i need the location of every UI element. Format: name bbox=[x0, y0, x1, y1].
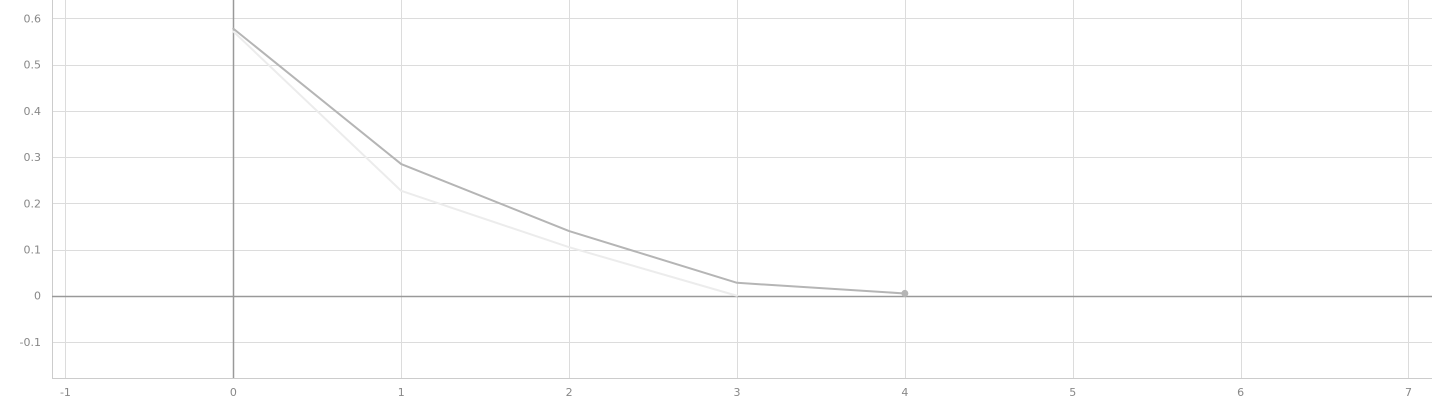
tick-labels: -1 0 1 2 3 4 5 6 7 0.6 0.5 0.4 0.3 0.2 0.1 0 -0.1 bbox=[20, 12, 1412, 399]
series-lines bbox=[232, 27, 909, 297]
x-tick-label: 1 bbox=[398, 386, 405, 399]
x-tick-label: 5 bbox=[1069, 386, 1076, 399]
x-tick-label: 2 bbox=[566, 386, 573, 399]
y-tick-label: 0.3 bbox=[24, 151, 42, 164]
x-tick-label: 7 bbox=[1405, 386, 1412, 399]
y-tick-label: 0.5 bbox=[24, 59, 42, 72]
y-tick-label: -0.1 bbox=[20, 336, 41, 349]
series-line-2 bbox=[232, 30, 738, 297]
x-tick-label: 0 bbox=[230, 386, 237, 399]
x-tick-label: 4 bbox=[901, 386, 908, 399]
y-tick-label: 0.4 bbox=[24, 105, 42, 118]
x-tick-label: 3 bbox=[733, 386, 740, 399]
y-tick-label: 0.2 bbox=[24, 197, 42, 210]
y-tick-label: 0 bbox=[34, 290, 41, 303]
grid-lines bbox=[52, 0, 1432, 378]
series-1-last-point[interactable] bbox=[901, 289, 909, 297]
x-tick-label: 6 bbox=[1237, 386, 1244, 399]
series-line-1 bbox=[232, 27, 906, 295]
x-tick-label: -1 bbox=[60, 386, 71, 399]
y-tick-label: 0.1 bbox=[24, 244, 42, 257]
axes bbox=[52, 0, 1432, 379]
y-tick-label: 0.6 bbox=[24, 12, 42, 25]
